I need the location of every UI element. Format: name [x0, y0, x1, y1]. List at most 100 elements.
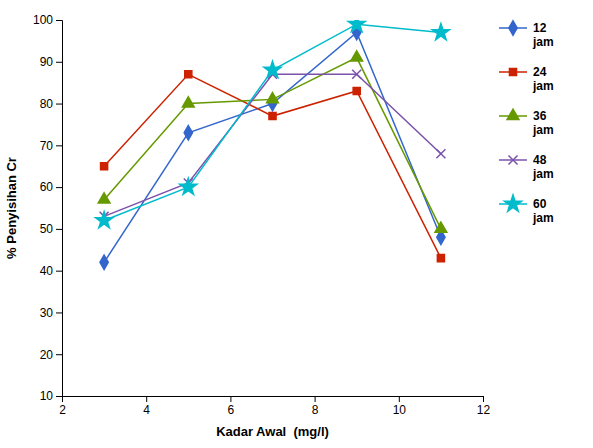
legend-entry: 60jam: [499, 195, 554, 225]
line: [104, 33, 441, 263]
point: [180, 178, 197, 194]
series: [98, 51, 447, 232]
y-axis-tick: 50: [40, 222, 62, 236]
x-axis-tick-label: 4: [143, 403, 150, 417]
y-axis-tick-label: 30: [40, 306, 54, 320]
y-axis-tick-mark: [56, 104, 62, 105]
plot-area: 2 4 6 8 10 12 10 20 30 40 50 60 70 80 90 100: [33, 13, 491, 416]
y-axis-tick: 90: [40, 55, 62, 69]
point: [348, 20, 365, 31]
x-axis-tick: 12: [477, 396, 491, 417]
line: [104, 74, 441, 216]
x-axis-tick: 4: [143, 396, 150, 417]
legend-label: 36jam: [532, 109, 554, 137]
point: [352, 70, 361, 79]
x-axis-tick-mark: [399, 396, 400, 402]
point: [436, 149, 445, 158]
y-axis-tick-mark: [56, 396, 62, 397]
point: [185, 71, 192, 78]
series-group: [96, 20, 450, 270]
y-axis-tick-label: 80: [40, 97, 54, 111]
series: [100, 25, 445, 269]
y-axis-line: [56, 21, 63, 397]
point: [432, 24, 449, 40]
x-axis-tick-label: 10: [393, 403, 407, 417]
point: [264, 61, 281, 77]
x-axis-tick-mark: [483, 396, 484, 402]
y-axis-tick: 40: [40, 264, 62, 278]
series: [100, 70, 446, 221]
x-axis-tick-label: 2: [59, 403, 66, 417]
legend-marker: [507, 109, 519, 119]
legend: 12jam 24jam 36jam 48jam 60jam: [499, 21, 554, 225]
legend-marker: [509, 68, 516, 75]
y-axis-tick: 80: [40, 97, 62, 111]
y-axis-tick-mark: [56, 354, 62, 355]
point: [100, 255, 108, 269]
y-axis-tick-mark: [56, 20, 62, 21]
y-axis-tick: 60: [40, 180, 62, 194]
point: [98, 193, 110, 203]
series: [96, 20, 450, 228]
point: [435, 222, 447, 232]
y-axis-tick-label: 90: [40, 55, 54, 69]
legend-entry: 24jam: [499, 65, 554, 93]
x-axis-tick: 2: [59, 396, 66, 417]
legend-entry: 12jam: [499, 21, 554, 49]
chart: 2 4 6 8 10 12 10 20 30 40 50 60 70 80 90 100 Kadar Awal …: [0, 0, 593, 448]
point: [101, 163, 108, 170]
x-axis-tick-mark: [146, 396, 147, 402]
y-axis-tick: 10: [40, 389, 62, 403]
legend-marker: [509, 21, 517, 35]
x-axis-title: Kadar Awal (mg/l): [216, 424, 329, 439]
line: [104, 58, 441, 229]
legend-label: 48jam: [532, 153, 554, 181]
x-axis-tick: 6: [228, 396, 235, 417]
y-axis-tick-label: 20: [40, 348, 54, 362]
x-axis-tick-label: 6: [228, 403, 235, 417]
y-axis-tick-label: 60: [40, 180, 54, 194]
point: [182, 97, 194, 107]
y-axis-tick-mark: [56, 187, 62, 188]
y-axis-tick-label: 100: [33, 13, 53, 27]
point: [96, 212, 113, 228]
line: [104, 24, 441, 220]
y-axis-title: % Penyisihan Cr: [4, 157, 19, 259]
point: [351, 51, 363, 61]
y-axis-tick-mark: [56, 145, 62, 146]
x-axis-tick-mark: [315, 396, 316, 402]
x-axis-tick-label: 12: [477, 403, 491, 417]
point: [437, 255, 444, 262]
point: [269, 113, 276, 120]
series: [101, 71, 445, 262]
y-axis-tick: 30: [40, 306, 62, 320]
y-axis-tick-mark: [56, 62, 62, 63]
point: [184, 126, 192, 140]
legend-label: 12jam: [532, 21, 554, 49]
y-axis-tick: 20: [40, 348, 62, 362]
x-axis-tick-mark: [230, 396, 231, 402]
y-axis-tick: 100: [33, 13, 62, 27]
y-axis-tick-label: 40: [40, 264, 54, 278]
legend-entry: 36jam: [499, 109, 554, 137]
y-axis-tick: 70: [40, 139, 62, 153]
legend-label: 60jam: [532, 197, 554, 225]
y-axis-tick-mark: [56, 229, 62, 230]
x-axis: 2 4 6 8 10 12: [59, 396, 490, 417]
x-axis-tick: 10: [393, 396, 407, 417]
legend-marker: [508, 155, 517, 164]
y-axis-tick-label: 70: [40, 139, 54, 153]
legend-marker: [504, 195, 521, 211]
x-axis-line: [63, 397, 484, 403]
y-axis-tick-mark: [56, 271, 62, 272]
y-axis-tick-label: 50: [40, 222, 54, 236]
y-axis: 10 20 30 40 50 60 70 80 90 100: [33, 13, 63, 403]
legend-label: 24jam: [532, 65, 554, 93]
line: [104, 74, 441, 258]
y-axis-tick-label: 10: [40, 389, 54, 403]
point: [267, 93, 279, 103]
x-axis-tick-label: 8: [312, 403, 319, 417]
legend-entry: 48jam: [499, 153, 554, 181]
y-axis-tick-mark: [56, 312, 62, 313]
x-axis-tick: 8: [312, 396, 319, 417]
